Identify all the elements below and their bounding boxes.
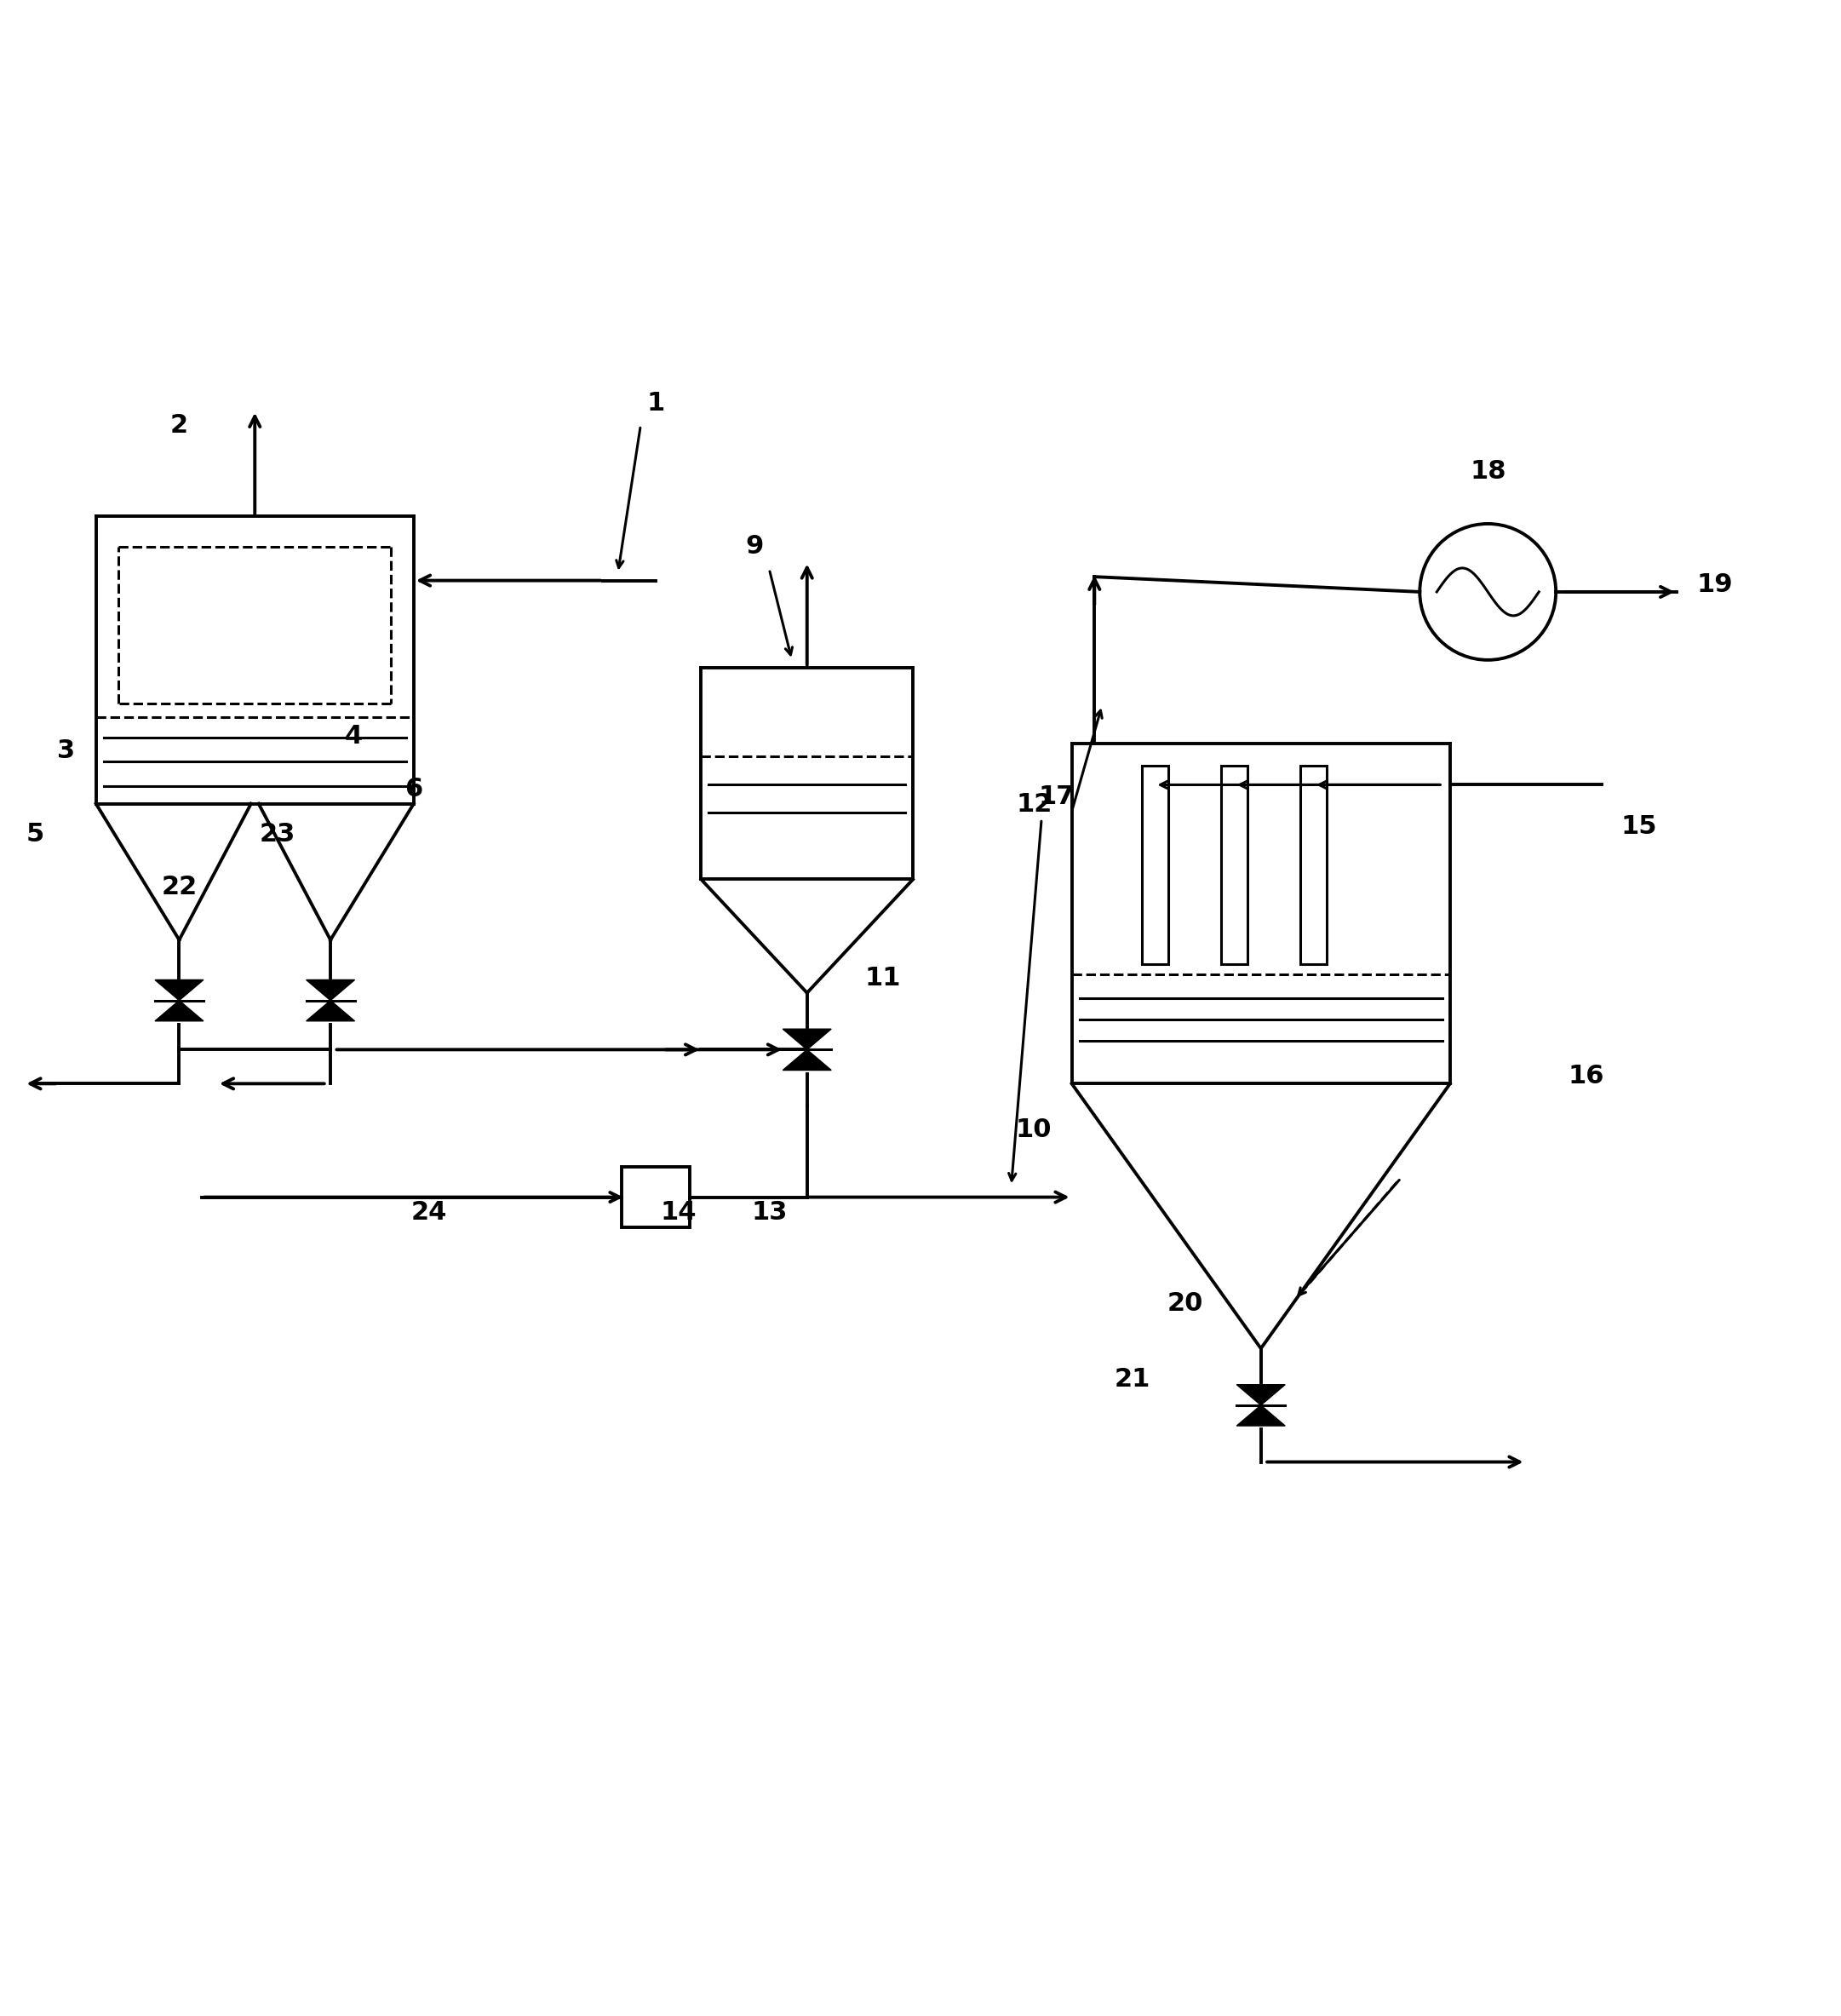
Polygon shape — [306, 1000, 355, 1020]
Text: 23: 23 — [260, 823, 296, 847]
Polygon shape — [1237, 1385, 1285, 1405]
Text: 9: 9 — [746, 534, 764, 558]
Polygon shape — [306, 980, 355, 1000]
Text: 6: 6 — [405, 776, 423, 800]
Polygon shape — [782, 1028, 832, 1050]
Text: 4: 4 — [344, 724, 363, 748]
Text: 1: 1 — [646, 391, 665, 415]
Bar — [1141, 766, 1169, 964]
Polygon shape — [782, 1050, 832, 1070]
Text: 11: 11 — [865, 966, 900, 990]
Bar — [1300, 766, 1327, 964]
Text: 10: 10 — [1016, 1117, 1051, 1141]
Text: 14: 14 — [661, 1200, 696, 1226]
Text: 18: 18 — [1469, 460, 1506, 484]
Bar — [622, 1167, 690, 1228]
Text: 24: 24 — [411, 1200, 447, 1226]
Text: 3: 3 — [57, 738, 75, 764]
Text: 21: 21 — [1114, 1367, 1151, 1391]
Text: 22: 22 — [162, 875, 197, 899]
Polygon shape — [155, 980, 203, 1000]
Text: 12: 12 — [1016, 792, 1051, 816]
Text: 16: 16 — [1569, 1064, 1604, 1089]
Text: 15: 15 — [1622, 814, 1657, 839]
Polygon shape — [1237, 1405, 1285, 1425]
Text: 20: 20 — [1167, 1290, 1204, 1316]
Polygon shape — [155, 1000, 203, 1020]
Text: 2: 2 — [169, 413, 188, 437]
Text: 5: 5 — [26, 823, 44, 847]
Text: 17: 17 — [1038, 784, 1075, 808]
Bar — [1221, 766, 1248, 964]
Text: 13: 13 — [751, 1200, 788, 1226]
Text: 19: 19 — [1697, 573, 1732, 597]
